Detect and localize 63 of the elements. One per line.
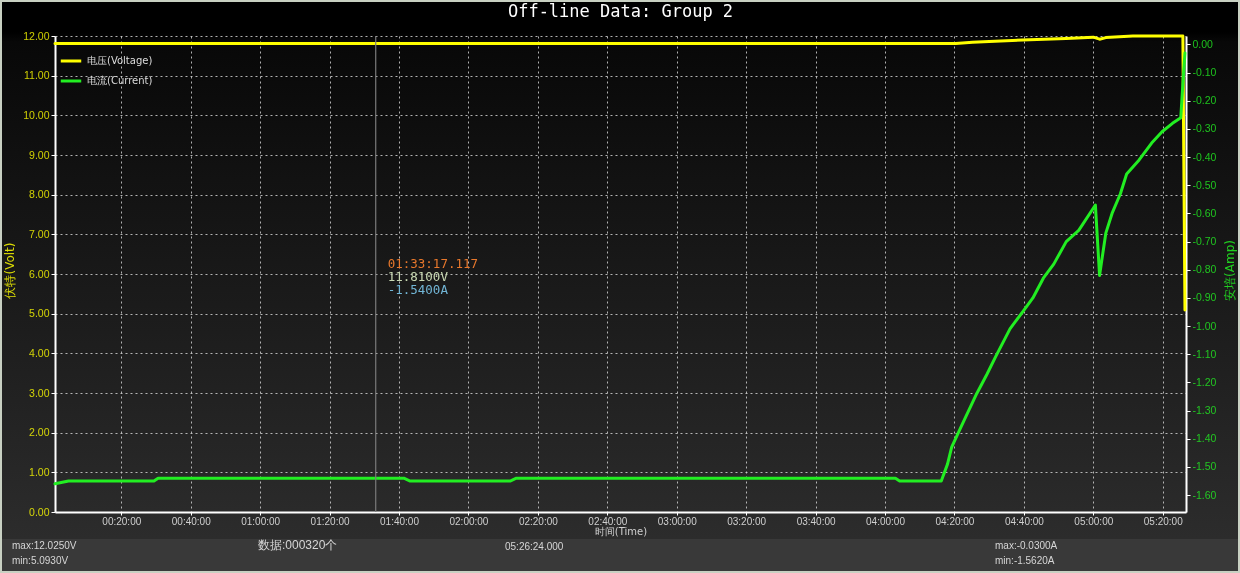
- y2-tick-label: -0.70: [1192, 235, 1217, 248]
- chart-title: Off-line Data: Group 2: [507, 1, 734, 21]
- x-tick-label: 04:40:00: [1004, 515, 1045, 527]
- y2-tick-label: -1.50: [1192, 460, 1217, 473]
- text: min:-1.5620A: [995, 555, 1055, 567]
- x-tick-label: 01:40:00: [380, 515, 420, 527]
- x-tick-label: 05:00:00: [1074, 515, 1114, 527]
- x-tick-label: 00:40:00: [171, 515, 212, 527]
- x-tick-label: 01:00:00: [241, 515, 281, 527]
- x-tick-label: 01:20:00: [310, 515, 350, 527]
- legend-label: 电压(Voltage): [87, 55, 153, 66]
- y-tick-label: 12.00: [23, 29, 50, 42]
- annotation: 01:33:17.117: [387, 256, 479, 271]
- y2-tick-label: -0.10: [1192, 66, 1217, 79]
- x-tick-label: 03:00:00: [657, 515, 698, 527]
- y2-tick-label: -0.20: [1192, 94, 1217, 107]
- x-axis-title: 时间(Time): [594, 525, 648, 537]
- y-tick-label: 3.00: [29, 386, 50, 399]
- annotation: -1.5400A: [387, 282, 449, 297]
- y2-tick-label: -1.40: [1192, 432, 1217, 445]
- y-tick-label: 5.00: [29, 307, 50, 320]
- x-tick-label: 02:00:00: [449, 515, 489, 527]
- y-tick-label: 4.00: [29, 346, 50, 359]
- y-tick-label: 1.00: [29, 465, 50, 478]
- y2-tick-label: -0.50: [1192, 178, 1217, 191]
- y2-axis-title: 安培(Amp): [1222, 240, 1237, 301]
- x-tick-label: 00:20:00: [102, 515, 142, 527]
- y2-tick-label: -0.60: [1192, 206, 1217, 219]
- text: min:5.0930V: [12, 555, 69, 567]
- y-tick-label: 9.00: [29, 148, 50, 161]
- y-tick-label: 2.00: [29, 426, 50, 439]
- x-tick-label: 05:20:00: [1143, 515, 1184, 527]
- y-axis-title: 伏特(Volt): [2, 242, 17, 299]
- legend-label: 电流(Current): [87, 75, 153, 86]
- x-tick-label: 03:40:00: [796, 515, 836, 527]
- y-tick-label: 6.00: [29, 267, 50, 280]
- annotation: 11.8100V: [387, 269, 449, 284]
- x-tick-label: 02:40:00: [588, 515, 628, 527]
- y2-tick-label: -1.00: [1192, 319, 1217, 332]
- y2-tick-label: -0.90: [1192, 291, 1217, 304]
- x-tick-label: 04:20:00: [935, 515, 975, 527]
- y2-tick-label: -0.40: [1192, 150, 1217, 163]
- y2-tick-label: -1.20: [1192, 375, 1217, 388]
- y2-tick-label: -1.60: [1192, 488, 1217, 501]
- text: max:-0.0300A: [995, 540, 1058, 552]
- y2-tick-label: -1.10: [1192, 347, 1217, 360]
- y-tick-label: 7.00: [29, 227, 50, 240]
- text: 数据:000320个: [258, 538, 338, 552]
- line-series: [53, 34, 1187, 312]
- y-tick-label: 8.00: [29, 188, 50, 201]
- y-tick-label: 11.00: [24, 69, 50, 82]
- text: max:12.0250V: [12, 540, 77, 552]
- y2-tick-label: -0.30: [1192, 122, 1217, 135]
- y2-tick-label: -0.80: [1192, 263, 1217, 276]
- line-series: [53, 51, 1187, 486]
- y2-tick-label: 0.00: [1192, 37, 1214, 50]
- y-tick-label: 10.00: [23, 108, 50, 121]
- text: 05:26:24.000: [505, 541, 564, 553]
- x-tick-label: 04:00:00: [866, 515, 906, 527]
- x-tick-label: 02:20:00: [518, 515, 559, 527]
- y-tick-label: 0.00: [29, 505, 50, 518]
- x-tick-label: 03:20:00: [727, 515, 767, 527]
- y2-tick-label: -1.30: [1192, 404, 1217, 417]
